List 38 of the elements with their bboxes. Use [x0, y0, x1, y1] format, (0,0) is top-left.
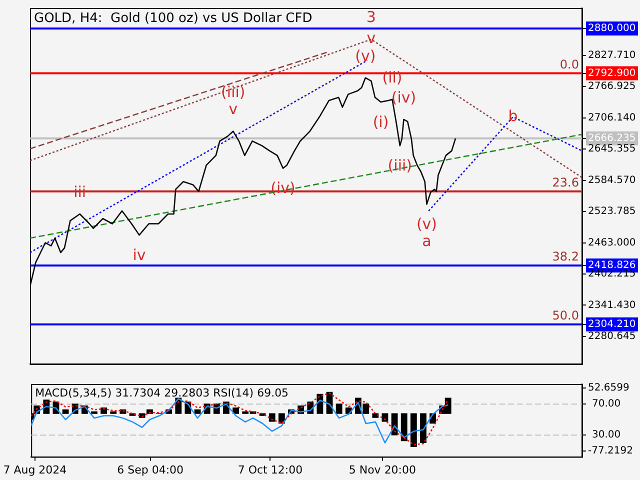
y-tick-label: -77.2192 [588, 446, 633, 457]
annotation: v [228, 100, 238, 118]
chart-title: MACD(5,34,5) 31.7304 29.2803 RSI(14) 69.05 [35, 386, 289, 400]
x-tick-label: 5 Nov 20:00 [348, 463, 416, 476]
y-tick-label: 2706.140 [588, 112, 636, 124]
annotation: (v) [355, 46, 376, 65]
y-tick-label: 2280.645 [588, 331, 636, 342]
y-tick-label: 2880.000 [588, 23, 636, 34]
x-tick-label: 7 Oct 12:00 [238, 463, 303, 476]
annotation: (i) [372, 112, 389, 131]
y-tick-label: 2792.900 [588, 68, 636, 79]
y-tick-label: 2304.210 [588, 318, 636, 330]
y-tick-label: 2666.235 [588, 132, 636, 144]
y-tick-label: 2827.710 [588, 50, 636, 62]
x-tick-label: 7 Aug 2024 [3, 463, 67, 476]
y2-tick-label: 30.00 [592, 430, 621, 441]
y-tick-label: 2463.000 [588, 237, 636, 248]
annotation: 3 [366, 8, 376, 26]
annotation: 0.0 [560, 57, 579, 72]
annotation: (iii) [221, 83, 246, 102]
y-tick-label: 2523.785 [588, 206, 636, 218]
y-tick-label: 2341.430 [588, 300, 636, 311]
annotation: 38.2 [552, 250, 579, 264]
annotation: (iv) [391, 88, 416, 106]
annotation: 50.0 [552, 308, 579, 322]
y-tick-label: 2766.925 [588, 81, 636, 92]
annotation: v [366, 29, 376, 48]
x-tick-label: 6 Sep 04:00 [117, 463, 184, 476]
y-tick-label: 2645.355 [588, 144, 636, 155]
annotation: (iii) [388, 156, 412, 175]
chart-title: GOLD, H4: Gold (100 oz) vs US Dollar CFD [34, 10, 312, 26]
y-tick-label: 52.6599 [588, 382, 630, 394]
annotation: a [422, 232, 432, 250]
y2-tick-label: 70.00 [592, 398, 621, 410]
annotation: 23.6 [552, 176, 579, 190]
annotation: (v) [416, 215, 438, 234]
y-tick-label: 2584.570 [588, 174, 636, 186]
annotation: iv [132, 246, 146, 264]
